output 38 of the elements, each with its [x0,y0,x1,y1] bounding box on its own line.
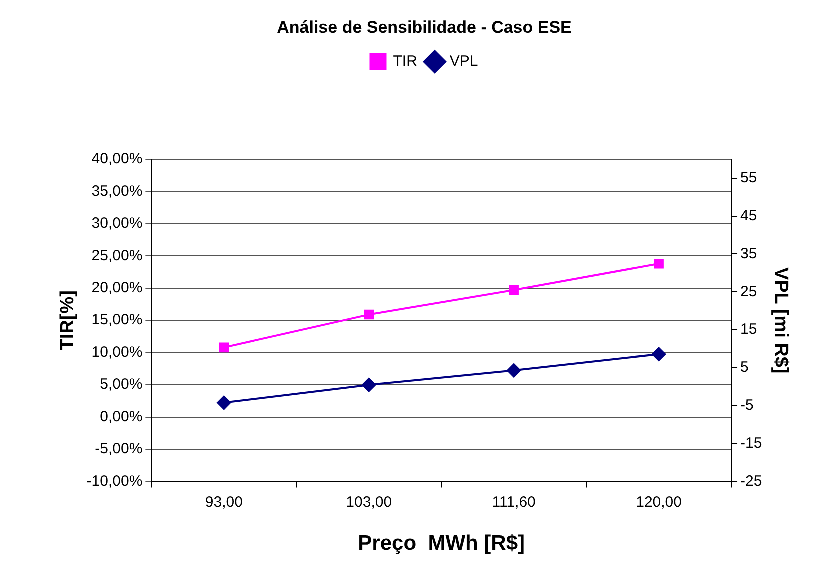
y-tick-label: 40,00% [92,150,143,168]
y2-tick-label: -15 [740,435,762,452]
y2-tick-label: 25 [740,283,758,300]
y2-tick-label: 35 [740,245,758,262]
y2-axis-title: VPL [mi R$] [770,267,792,374]
x-tick-label: 93,00 [205,494,243,511]
y2-tick-label: 15 [740,321,758,338]
point [507,364,522,378]
point [362,378,376,392]
x-tick-label: 111,60 [492,494,536,511]
y-tick-label: -5,00% [95,440,143,458]
x-axis-title: Preço MWh [R$] [358,532,526,556]
point [652,347,666,362]
y-tick-label: 15,00% [92,312,143,329]
y-tick-label: 25,00% [92,247,143,264]
chart-title: Análise de Sensibilidade - Caso ESE [277,18,572,37]
legend-label: TIR [393,53,418,70]
x-tick-label: 120,00 [636,494,682,511]
legend-label: VPL [450,53,478,70]
y-tick-label: -10,00% [86,472,143,490]
point [654,258,664,269]
y-tick-label: 30,00% [92,215,143,232]
y2-tick-label: -25 [740,472,762,490]
point [217,396,232,410]
x-tick-label: 103,00 [346,494,392,511]
y2-tick-label: 55 [740,170,758,187]
y2-tick-label: -5 [740,397,754,414]
y-tick-label: 35,00% [92,182,143,200]
point [219,342,230,353]
y-tick-label: 10,00% [92,344,143,361]
y-tick-label: 5,00% [100,376,143,394]
y-tick-label: 20,00% [92,280,143,296]
y2-tick-label: 5 [740,359,749,376]
y-tick-label: 0,00% [100,408,143,426]
point [364,310,374,320]
point [509,285,519,296]
y2-tick-label: 45 [740,207,758,224]
y-axis-title: TIR[%] [58,290,79,351]
